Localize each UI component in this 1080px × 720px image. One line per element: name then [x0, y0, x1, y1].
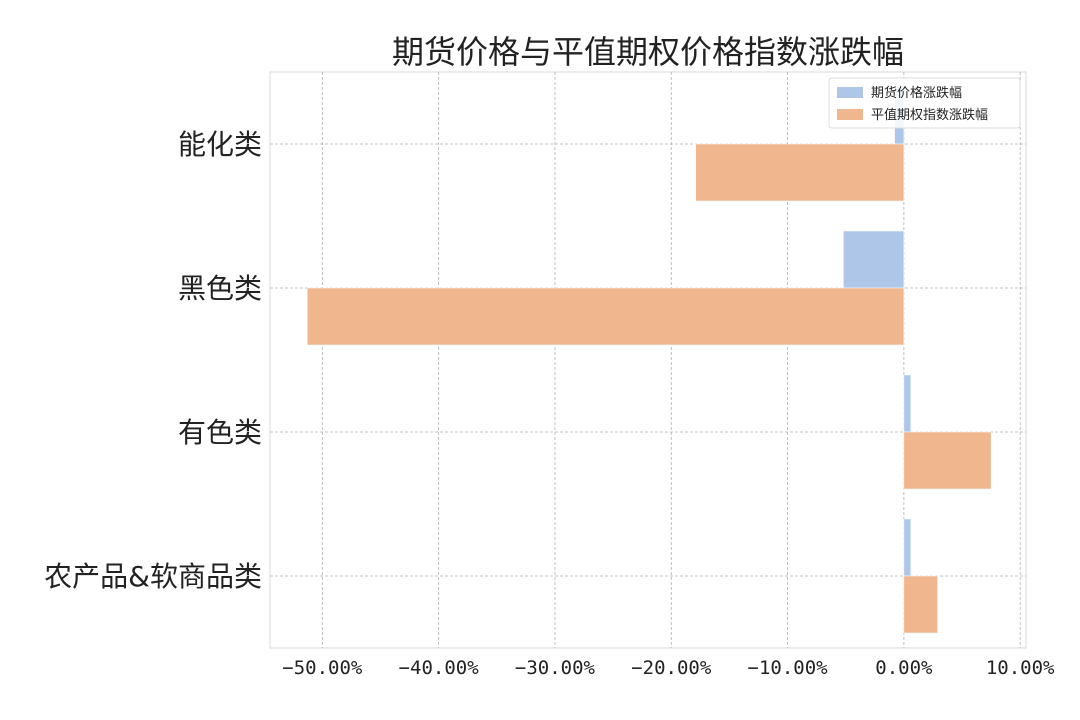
bar-options: [695, 143, 905, 202]
legend-swatch: [837, 87, 863, 98]
y-tick-label: 黑色类: [178, 272, 262, 305]
legend-box: [828, 77, 1021, 129]
legend-swatch: [837, 109, 863, 120]
x-tick-label: −50.00%: [282, 657, 363, 679]
plot-frame: [269, 71, 1027, 649]
x-tick-label: −40.00%: [399, 657, 480, 679]
bar-futures: [903, 518, 912, 577]
legend-label: 平值期权指数涨跌幅: [871, 107, 988, 123]
legend-label: 期货价格涨跌幅: [871, 85, 962, 101]
bar-options: [903, 575, 938, 634]
x-tick-label: 10.00%: [986, 657, 1055, 679]
bar-options: [903, 431, 992, 490]
y-tick-label: 农产品&软商品类: [44, 560, 262, 593]
x-tick-label: −30.00%: [515, 657, 596, 679]
x-tick-label: 0.00%: [875, 657, 933, 679]
bar-futures: [903, 374, 912, 433]
x-tick-label: −10.00%: [748, 657, 829, 679]
chart-title: 期货价格与平值期权价格指数涨跌幅: [391, 33, 904, 71]
y-tick-label: 能化类: [178, 128, 262, 161]
y-tick-label: 有色类: [178, 416, 262, 449]
bar-futures: [843, 230, 905, 289]
bar-options: [306, 287, 905, 346]
x-tick-label: −20.00%: [631, 657, 712, 679]
